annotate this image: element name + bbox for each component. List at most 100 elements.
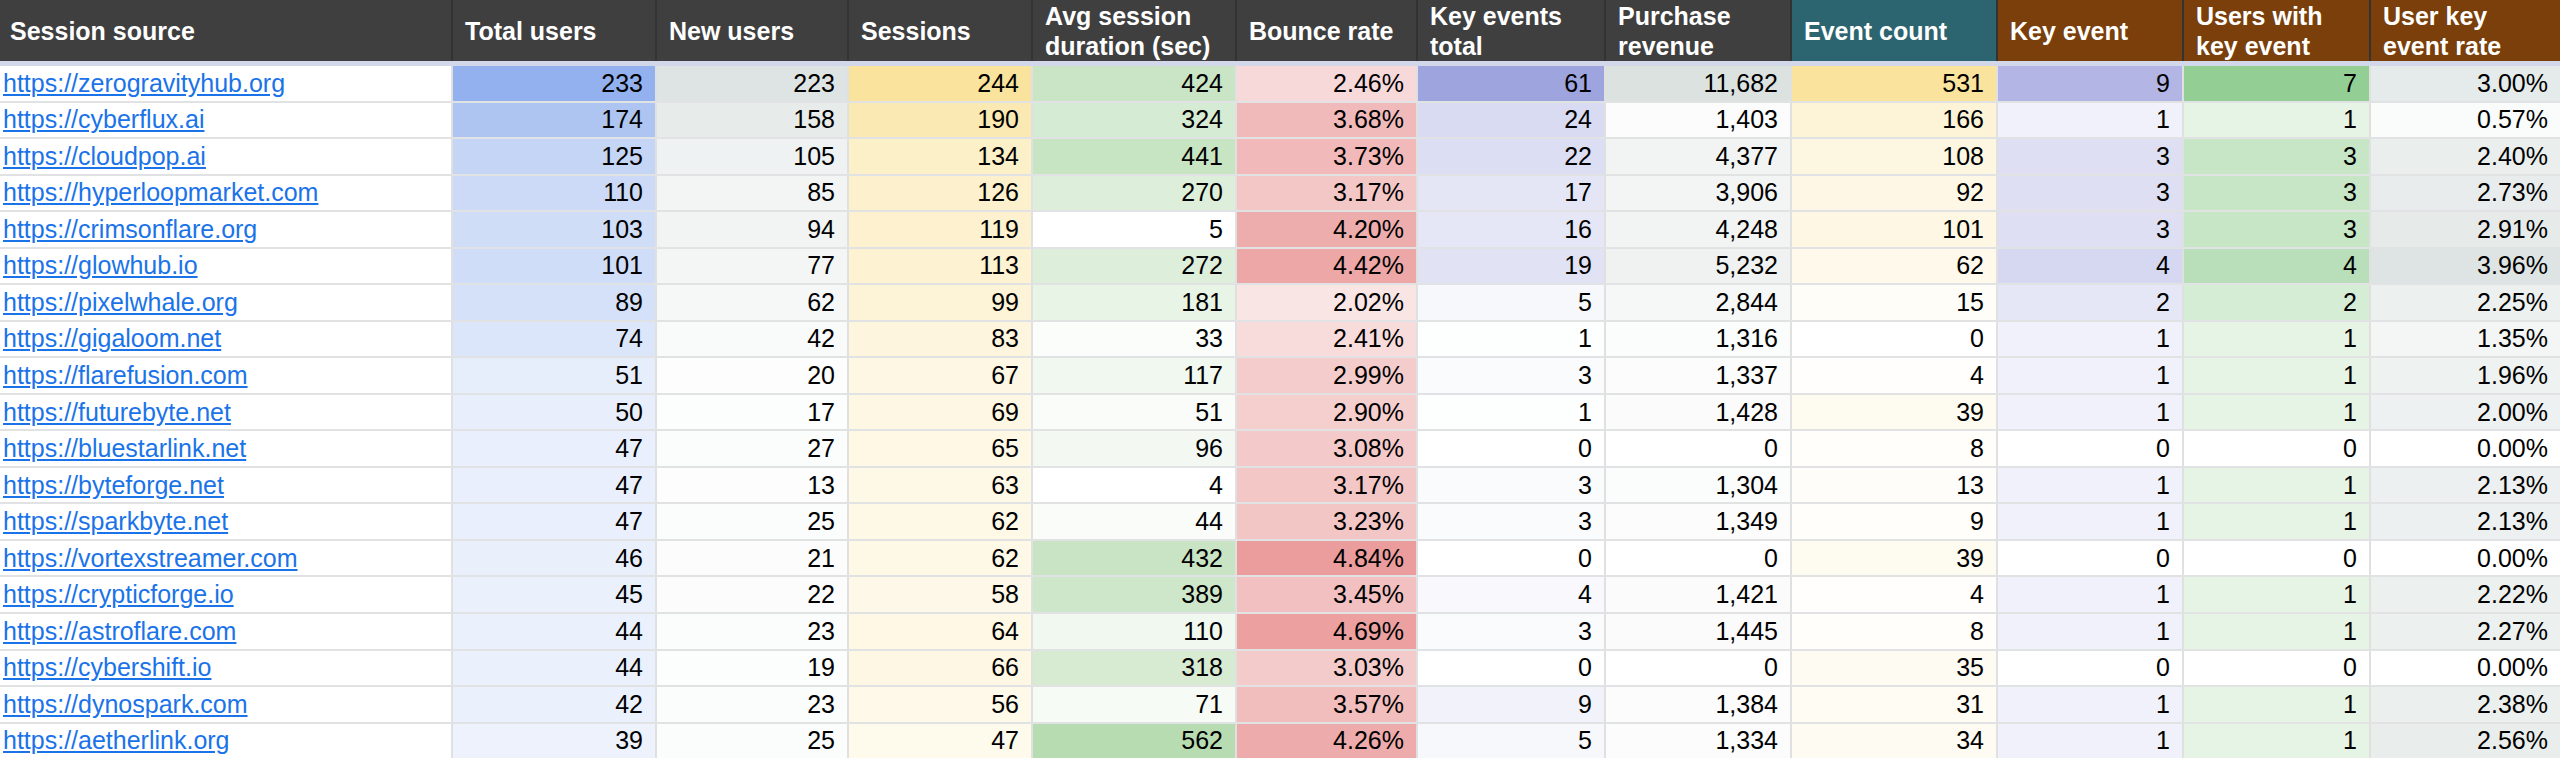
cell-key_event[interactable]: 9 bbox=[1998, 66, 2184, 101]
cell-total_users[interactable]: 110 bbox=[453, 176, 657, 211]
cell-avg_session_duration[interactable]: 181 bbox=[1033, 285, 1237, 320]
cell-users_with_key_event[interactable]: 1 bbox=[2184, 468, 2371, 503]
cell-avg_session_duration[interactable]: 441 bbox=[1033, 139, 1237, 174]
cell-key_event[interactable]: 1 bbox=[1998, 504, 2184, 539]
cell-total_users[interactable]: 50 bbox=[453, 395, 657, 430]
cell-total_users[interactable]: 174 bbox=[453, 103, 657, 138]
cell-purchase_revenue[interactable]: 0 bbox=[1606, 651, 1792, 686]
cell-session_source[interactable]: https://crypticforge.io bbox=[0, 577, 453, 612]
cell-event_count[interactable]: 166 bbox=[1792, 103, 1998, 138]
cell-user_key_event_rate[interactable]: 2.56% bbox=[2371, 724, 2560, 758]
cell-users_with_key_event[interactable]: 1 bbox=[2184, 322, 2371, 357]
cell-key_events_total[interactable]: 5 bbox=[1418, 724, 1606, 758]
cell-avg_session_duration[interactable]: 562 bbox=[1033, 724, 1237, 758]
cell-new_users[interactable]: 20 bbox=[657, 358, 849, 393]
cell-users_with_key_event[interactable]: 1 bbox=[2184, 687, 2371, 722]
cell-new_users[interactable]: 105 bbox=[657, 139, 849, 174]
cell-key_events_total[interactable]: 0 bbox=[1418, 651, 1606, 686]
cell-bounce_rate[interactable]: 3.03% bbox=[1237, 651, 1418, 686]
cell-total_users[interactable]: 45 bbox=[453, 577, 657, 612]
cell-sessions[interactable]: 244 bbox=[849, 66, 1033, 101]
cell-sessions[interactable]: 63 bbox=[849, 468, 1033, 503]
cell-key_events_total[interactable]: 0 bbox=[1418, 431, 1606, 466]
cell-avg_session_duration[interactable]: 44 bbox=[1033, 504, 1237, 539]
cell-key_events_total[interactable]: 4 bbox=[1418, 577, 1606, 612]
cell-avg_session_duration[interactable]: 389 bbox=[1033, 577, 1237, 612]
cell-new_users[interactable]: 23 bbox=[657, 687, 849, 722]
cell-user_key_event_rate[interactable]: 2.91% bbox=[2371, 212, 2560, 247]
session-source-link[interactable]: https://dynospark.com bbox=[3, 690, 248, 719]
cell-key_events_total[interactable]: 0 bbox=[1418, 541, 1606, 576]
cell-sessions[interactable]: 62 bbox=[849, 504, 1033, 539]
cell-session_source[interactable]: https://bluestarlink.net bbox=[0, 431, 453, 466]
cell-bounce_rate[interactable]: 2.99% bbox=[1237, 358, 1418, 393]
cell-purchase_revenue[interactable]: 1,403 bbox=[1606, 103, 1792, 138]
column-header-new_users[interactable]: New users bbox=[657, 0, 849, 61]
cell-event_count[interactable]: 34 bbox=[1792, 724, 1998, 758]
cell-sessions[interactable]: 56 bbox=[849, 687, 1033, 722]
cell-bounce_rate[interactable]: 4.20% bbox=[1237, 212, 1418, 247]
cell-key_event[interactable]: 4 bbox=[1998, 249, 2184, 284]
cell-key_events_total[interactable]: 24 bbox=[1418, 103, 1606, 138]
cell-sessions[interactable]: 190 bbox=[849, 103, 1033, 138]
cell-key_event[interactable]: 1 bbox=[1998, 724, 2184, 758]
cell-total_users[interactable]: 44 bbox=[453, 651, 657, 686]
cell-key_event[interactable]: 0 bbox=[1998, 431, 2184, 466]
cell-users_with_key_event[interactable]: 3 bbox=[2184, 212, 2371, 247]
cell-purchase_revenue[interactable]: 1,428 bbox=[1606, 395, 1792, 430]
cell-user_key_event_rate[interactable]: 0.00% bbox=[2371, 651, 2560, 686]
cell-session_source[interactable]: https://glowhub.io bbox=[0, 249, 453, 284]
cell-key_event[interactable]: 0 bbox=[1998, 651, 2184, 686]
column-header-avg_session_duration[interactable]: Avg session duration (sec) bbox=[1033, 0, 1237, 61]
cell-avg_session_duration[interactable]: 432 bbox=[1033, 541, 1237, 576]
cell-bounce_rate[interactable]: 4.26% bbox=[1237, 724, 1418, 758]
cell-sessions[interactable]: 119 bbox=[849, 212, 1033, 247]
cell-total_users[interactable]: 125 bbox=[453, 139, 657, 174]
cell-bounce_rate[interactable]: 2.46% bbox=[1237, 66, 1418, 101]
cell-user_key_event_rate[interactable]: 2.40% bbox=[2371, 139, 2560, 174]
column-header-total_users[interactable]: Total users bbox=[453, 0, 657, 61]
cell-users_with_key_event[interactable]: 1 bbox=[2184, 577, 2371, 612]
cell-user_key_event_rate[interactable]: 2.38% bbox=[2371, 687, 2560, 722]
session-source-link[interactable]: https://glowhub.io bbox=[3, 251, 198, 280]
cell-session_source[interactable]: https://cyberflux.ai bbox=[0, 103, 453, 138]
cell-key_events_total[interactable]: 9 bbox=[1418, 687, 1606, 722]
cell-purchase_revenue[interactable]: 0 bbox=[1606, 431, 1792, 466]
cell-user_key_event_rate[interactable]: 2.73% bbox=[2371, 176, 2560, 211]
session-source-link[interactable]: https://bluestarlink.net bbox=[3, 434, 246, 463]
cell-total_users[interactable]: 44 bbox=[453, 614, 657, 649]
cell-users_with_key_event[interactable]: 1 bbox=[2184, 724, 2371, 758]
cell-sessions[interactable]: 66 bbox=[849, 651, 1033, 686]
cell-key_events_total[interactable]: 1 bbox=[1418, 395, 1606, 430]
cell-sessions[interactable]: 99 bbox=[849, 285, 1033, 320]
cell-new_users[interactable]: 22 bbox=[657, 577, 849, 612]
cell-purchase_revenue[interactable]: 11,682 bbox=[1606, 66, 1792, 101]
cell-bounce_rate[interactable]: 2.90% bbox=[1237, 395, 1418, 430]
cell-user_key_event_rate[interactable]: 0.00% bbox=[2371, 541, 2560, 576]
cell-sessions[interactable]: 83 bbox=[849, 322, 1033, 357]
cell-key_event[interactable]: 2 bbox=[1998, 285, 2184, 320]
cell-avg_session_duration[interactable]: 5 bbox=[1033, 212, 1237, 247]
cell-users_with_key_event[interactable]: 3 bbox=[2184, 139, 2371, 174]
cell-session_source[interactable]: https://aetherlink.org bbox=[0, 724, 453, 758]
session-source-link[interactable]: https://byteforge.net bbox=[3, 471, 224, 500]
cell-event_count[interactable]: 108 bbox=[1792, 139, 1998, 174]
cell-key_events_total[interactable]: 3 bbox=[1418, 504, 1606, 539]
cell-key_event[interactable]: 1 bbox=[1998, 614, 2184, 649]
cell-session_source[interactable]: https://gigaloom.net bbox=[0, 322, 453, 357]
session-source-link[interactable]: https://cyberflux.ai bbox=[3, 105, 204, 134]
cell-users_with_key_event[interactable]: 0 bbox=[2184, 651, 2371, 686]
column-header-purchase_revenue[interactable]: Purchase revenue bbox=[1606, 0, 1792, 61]
cell-sessions[interactable]: 47 bbox=[849, 724, 1033, 758]
column-header-event_count[interactable]: Event count bbox=[1792, 0, 1998, 61]
cell-event_count[interactable]: 0 bbox=[1792, 322, 1998, 357]
cell-total_users[interactable]: 47 bbox=[453, 468, 657, 503]
cell-bounce_rate[interactable]: 3.17% bbox=[1237, 468, 1418, 503]
cell-new_users[interactable]: 77 bbox=[657, 249, 849, 284]
cell-avg_session_duration[interactable]: 71 bbox=[1033, 687, 1237, 722]
cell-key_events_total[interactable]: 1 bbox=[1418, 322, 1606, 357]
cell-key_event[interactable]: 1 bbox=[1998, 687, 2184, 722]
cell-new_users[interactable]: 19 bbox=[657, 651, 849, 686]
session-source-link[interactable]: https://flarefusion.com bbox=[3, 361, 248, 390]
cell-purchase_revenue[interactable]: 2,844 bbox=[1606, 285, 1792, 320]
